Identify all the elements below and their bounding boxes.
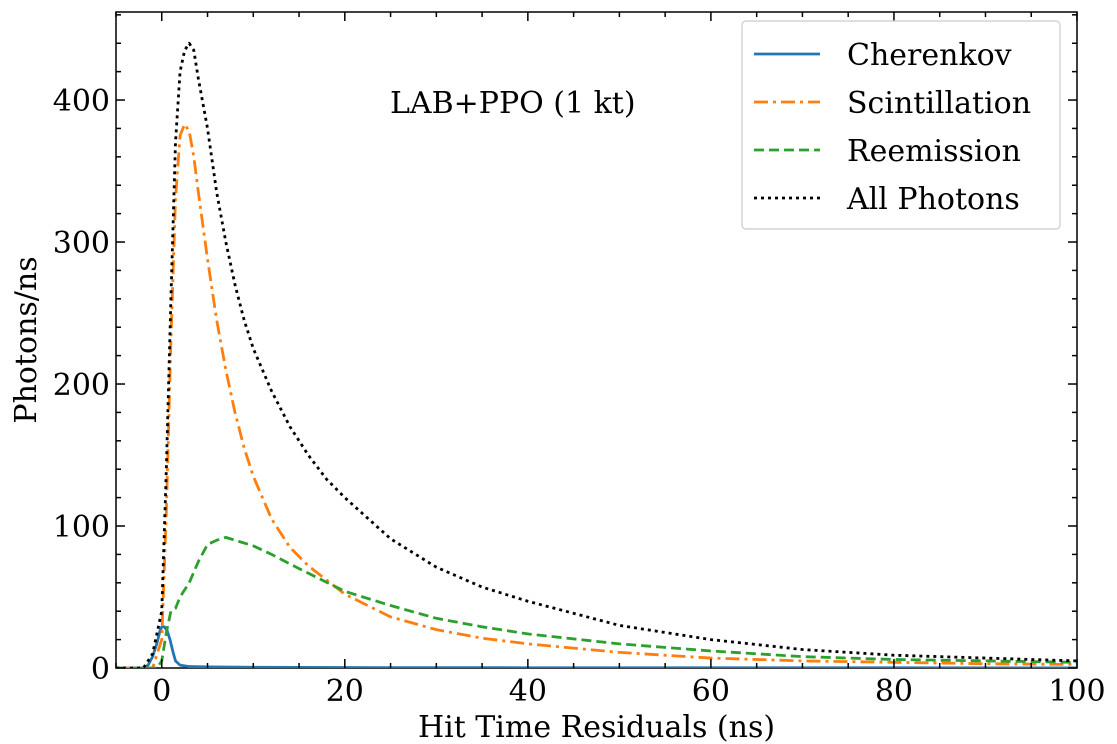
x-axis-title: Hit Time Residuals (ns) xyxy=(418,710,775,744)
x-tick-label: 40 xyxy=(509,674,547,709)
legend-label: Reemission xyxy=(847,134,1021,169)
x-tick-label: 0 xyxy=(152,674,171,709)
series-line-scintillation xyxy=(116,122,1077,668)
legend-label: Scintillation xyxy=(847,86,1031,121)
x-tick-label: 80 xyxy=(875,674,913,709)
legend-box xyxy=(741,20,1061,230)
chart-annotation: LAB+PPO (1 kt) xyxy=(390,86,636,121)
x-tick-label: 20 xyxy=(326,674,364,709)
y-tick-label: 0 xyxy=(91,652,110,687)
legend-label: All Photons xyxy=(846,182,1020,217)
legend: Cherenkov Scintillation Reemission All Phot… xyxy=(741,20,1061,230)
series-line-reemission xyxy=(116,535,1077,668)
tick-labels-layer: 0 20 40 60 80 100 0 100 200 300 400 xyxy=(53,84,1106,709)
x-tick-label: 100 xyxy=(1048,674,1105,709)
series-line-all-photons xyxy=(116,41,1077,668)
ticks-layer xyxy=(115,12,1078,669)
y-tick-label: 100 xyxy=(53,510,110,545)
x-tick-label: 60 xyxy=(692,674,730,709)
legend-label: Cherenkov xyxy=(847,38,1012,73)
y-axis-title: Photons/ns xyxy=(9,256,44,423)
series-line-cherenkov xyxy=(116,625,1077,668)
y-tick-label: 400 xyxy=(53,84,110,119)
y-tick-label: 200 xyxy=(53,368,110,403)
y-tick-label: 300 xyxy=(53,226,110,261)
